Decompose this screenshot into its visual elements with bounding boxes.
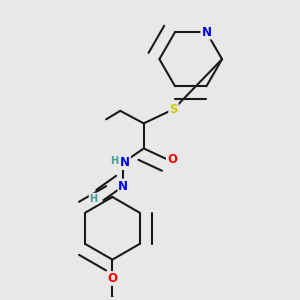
Text: S: S xyxy=(169,103,178,116)
Text: N: N xyxy=(118,179,128,193)
Text: H: H xyxy=(110,156,119,166)
Text: N: N xyxy=(120,156,130,169)
Text: N: N xyxy=(201,26,212,38)
Text: H: H xyxy=(90,194,98,204)
Text: O: O xyxy=(107,272,117,285)
Text: O: O xyxy=(167,153,177,166)
